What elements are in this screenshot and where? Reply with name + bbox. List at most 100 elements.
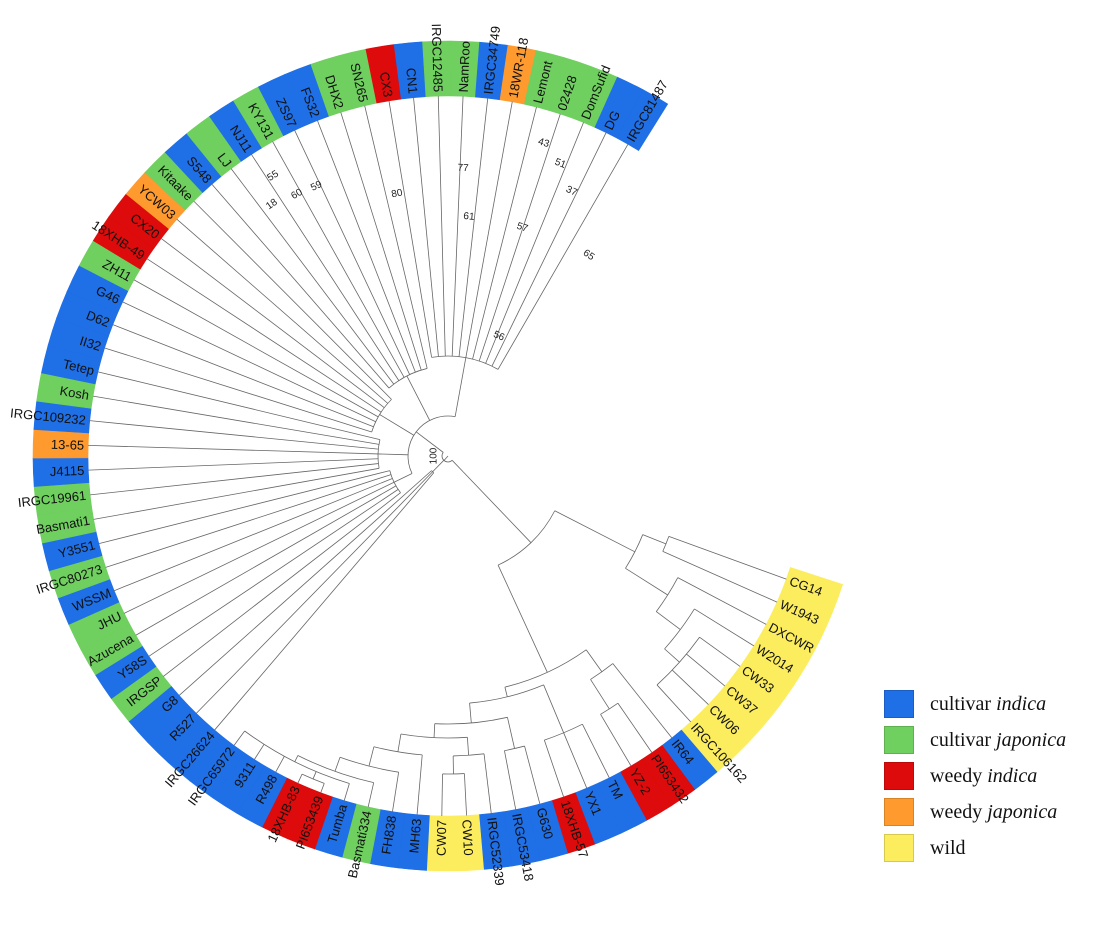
branch bbox=[193, 200, 392, 400]
bootstrap-value: 59 bbox=[309, 179, 324, 194]
branch-arc bbox=[301, 773, 325, 784]
branch bbox=[113, 478, 393, 592]
branch bbox=[590, 679, 610, 710]
tip-label: CW07 bbox=[434, 820, 450, 856]
branch bbox=[612, 663, 673, 739]
branch bbox=[543, 684, 565, 733]
branch bbox=[393, 473, 413, 483]
branch bbox=[642, 534, 667, 545]
legend-item-cultivar-japonica: cultivar japonica bbox=[884, 726, 1066, 754]
branch bbox=[93, 467, 380, 520]
legend-swatch bbox=[884, 762, 914, 790]
branch bbox=[406, 375, 431, 421]
group-color-ring bbox=[32, 40, 844, 872]
branch bbox=[694, 608, 755, 647]
branch-arc bbox=[373, 746, 423, 756]
branch bbox=[451, 460, 464, 473]
branch bbox=[504, 687, 508, 697]
branch bbox=[413, 97, 439, 357]
branch bbox=[554, 510, 636, 553]
branch bbox=[668, 535, 787, 580]
bootstrap-value: 18 bbox=[264, 197, 280, 213]
bootstrap-value: 77 bbox=[457, 163, 469, 175]
bootstrap-value: 43 bbox=[537, 136, 551, 150]
bootstrap-value: 56 bbox=[492, 329, 507, 344]
branch-arc bbox=[434, 716, 508, 725]
branch bbox=[443, 455, 449, 461]
branch bbox=[504, 750, 517, 810]
branch bbox=[148, 489, 399, 657]
branch bbox=[317, 120, 416, 373]
legend: cultivar indica cultivar japonica weedy … bbox=[884, 690, 1066, 870]
branch bbox=[135, 485, 397, 636]
branch bbox=[469, 703, 472, 724]
branch bbox=[251, 154, 400, 381]
branch bbox=[524, 745, 541, 805]
branch bbox=[364, 105, 428, 369]
branch bbox=[392, 772, 400, 812]
bootstrap-value: 80 bbox=[391, 187, 404, 200]
branch bbox=[485, 122, 584, 364]
branch bbox=[294, 755, 299, 762]
branch bbox=[88, 444, 379, 455]
branch-arc bbox=[431, 355, 499, 370]
branch bbox=[497, 144, 629, 370]
legend-label: cultivar indica bbox=[930, 692, 1047, 715]
branch bbox=[478, 113, 561, 362]
branch-arc bbox=[656, 636, 700, 686]
branch-arc bbox=[400, 733, 468, 739]
branch-arc bbox=[590, 663, 614, 680]
branch bbox=[497, 564, 548, 673]
branch bbox=[582, 724, 610, 779]
branch bbox=[379, 414, 415, 436]
branch bbox=[133, 279, 379, 418]
ring-segment-irgc81487 bbox=[616, 89, 669, 152]
branch bbox=[214, 472, 435, 731]
tip-label: J4115 bbox=[50, 463, 85, 479]
tip-label: CW10 bbox=[459, 819, 476, 856]
tip-label: IRGC12485 bbox=[429, 23, 446, 92]
branch bbox=[617, 702, 653, 753]
branch bbox=[416, 754, 423, 815]
branch bbox=[297, 773, 303, 784]
legend-swatch bbox=[884, 690, 914, 718]
legend-item-weedy-japonica: weedy japonica bbox=[884, 798, 1066, 826]
branch bbox=[472, 106, 537, 360]
branch bbox=[677, 577, 767, 625]
legend-swatch bbox=[884, 726, 914, 754]
branch-arc bbox=[244, 730, 350, 784]
legend-label: wild bbox=[930, 836, 966, 859]
branch bbox=[275, 756, 285, 773]
branch-arc bbox=[441, 452, 453, 463]
legend-item-wild: wild bbox=[884, 834, 1066, 862]
tip-label: IRGC109232 bbox=[9, 405, 86, 427]
branch bbox=[294, 130, 411, 375]
bootstrap-value: 100 bbox=[429, 447, 440, 464]
branch bbox=[233, 730, 245, 746]
branch bbox=[491, 132, 607, 367]
tip-label: Tetep bbox=[61, 356, 95, 378]
branch bbox=[664, 648, 680, 663]
branch bbox=[211, 183, 390, 389]
bootstrap-value: 37 bbox=[564, 184, 579, 199]
branch bbox=[464, 773, 467, 816]
branch bbox=[388, 100, 432, 358]
branch bbox=[97, 371, 381, 441]
branch bbox=[662, 551, 778, 603]
branch bbox=[466, 737, 470, 756]
branch bbox=[458, 98, 489, 357]
branch-arc bbox=[662, 536, 670, 552]
bootstrap-value: 60 bbox=[289, 187, 305, 202]
branch bbox=[454, 357, 467, 417]
branch bbox=[415, 431, 444, 453]
branch bbox=[254, 744, 265, 760]
branch-arc bbox=[625, 534, 644, 569]
tip-label: 13-65 bbox=[51, 437, 85, 453]
branch-arc bbox=[407, 415, 456, 474]
branch bbox=[451, 96, 464, 357]
tip-label: Kosh bbox=[59, 383, 91, 403]
branch bbox=[432, 460, 445, 473]
branch bbox=[543, 739, 564, 798]
